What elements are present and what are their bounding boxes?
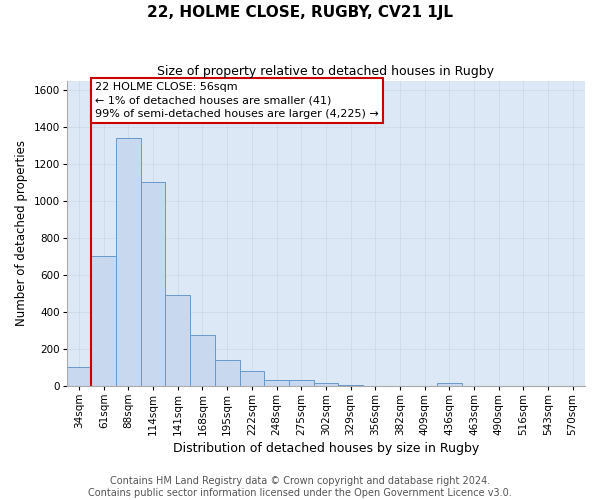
Bar [437,383,461,386]
Bar [116,138,141,386]
Bar [190,335,215,386]
Bar [289,380,314,386]
Bar [166,296,190,386]
Text: Contains HM Land Registry data © Crown copyright and database right 2024.
Contai: Contains HM Land Registry data © Crown c… [88,476,512,498]
Bar [239,371,264,386]
Bar [91,256,116,386]
Title: Size of property relative to detached houses in Rugby: Size of property relative to detached ho… [157,65,494,78]
Bar [338,385,363,386]
Bar [215,360,239,386]
Bar [314,383,338,386]
Text: 22 HOLME CLOSE: 56sqm
← 1% of detached houses are smaller (41)
99% of semi-detac: 22 HOLME CLOSE: 56sqm ← 1% of detached h… [95,82,379,119]
Bar [141,182,166,386]
Text: 22, HOLME CLOSE, RUGBY, CV21 1JL: 22, HOLME CLOSE, RUGBY, CV21 1JL [147,5,453,20]
Bar [67,368,91,386]
X-axis label: Distribution of detached houses by size in Rugby: Distribution of detached houses by size … [173,442,479,455]
Y-axis label: Number of detached properties: Number of detached properties [15,140,28,326]
Bar [264,380,289,386]
